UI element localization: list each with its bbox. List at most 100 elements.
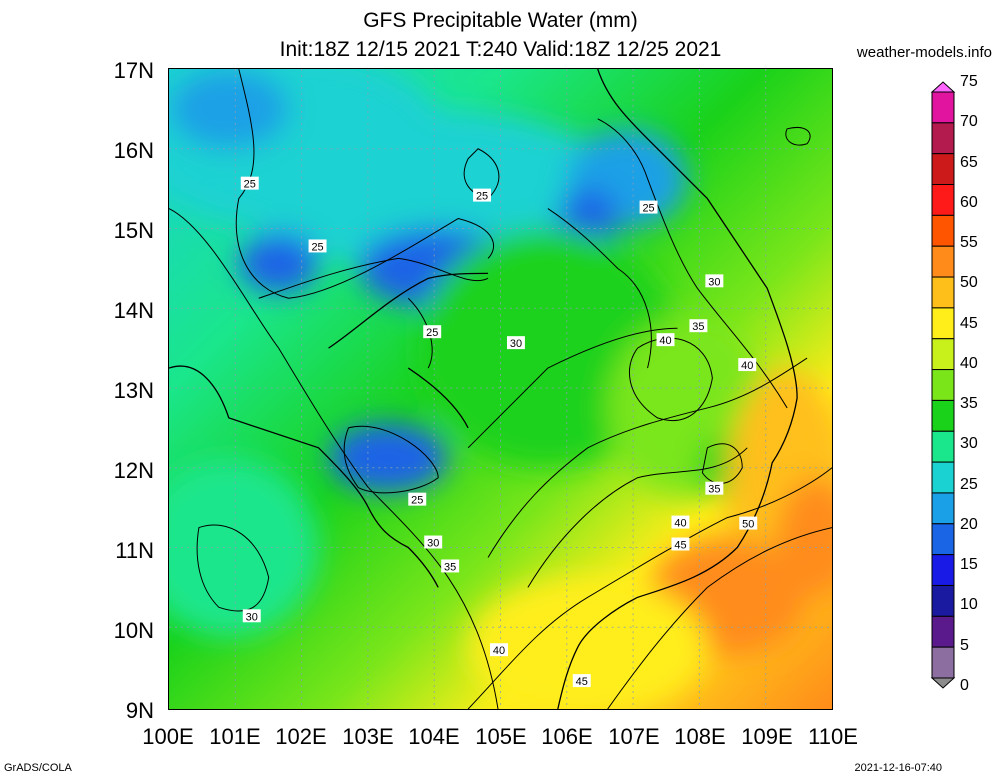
colorbar-swatch (931, 307, 955, 340)
svg-text:25: 25 (642, 203, 654, 215)
svg-text:25: 25 (244, 179, 256, 191)
contour-label: 25 (408, 492, 427, 507)
lon-label: 103E (342, 724, 394, 749)
contour-label: 50 (739, 516, 758, 531)
colorbar-swatch (931, 153, 955, 186)
lat-label: 14N (113, 298, 154, 323)
contour-label: 35 (441, 559, 460, 573)
lon-label: 106E (541, 724, 593, 749)
colorbar-top-arrow (930, 81, 956, 93)
map-subtitle: Init:18Z 12/15 2021 T:240 Valid:18Z 12/2… (279, 38, 722, 61)
lat-label: 13N (113, 378, 154, 403)
colorbar-label: 20 (960, 515, 978, 533)
footer-credit: GrADS/COLA (4, 762, 72, 774)
lon-label: 104E (408, 724, 460, 749)
precipitable-water-map: 25 25 25 25 25 25 30 30 30 30 35 35 35 4… (168, 68, 833, 710)
colorbar-label: 45 (960, 314, 978, 332)
contour-label: 35 (689, 319, 708, 333)
site-label: weather-models.info (856, 44, 992, 61)
contour-label: 40 (671, 515, 690, 530)
contour-label-group: 25 25 25 25 25 25 30 30 30 30 35 35 35 4… (240, 176, 758, 688)
lon-label: 105E (475, 724, 527, 749)
colorbar-swatch (931, 122, 955, 155)
colorbar-label: 5 (960, 636, 969, 654)
contour-label: 25 (639, 200, 658, 215)
contour-label: 25 (473, 188, 492, 203)
colorbar-label: 25 (960, 475, 978, 493)
contour-label: 25 (308, 239, 327, 253)
colorbar-label: 65 (960, 153, 978, 171)
contour-label: 45 (671, 537, 690, 552)
svg-text:35: 35 (708, 484, 720, 496)
colorbar-label: 30 (960, 435, 978, 453)
contour-label: 35 (705, 481, 724, 496)
moisture-field (169, 69, 832, 709)
lon-label: 108E (674, 724, 726, 749)
svg-text:40: 40 (493, 645, 505, 657)
colorbar-swatch (931, 338, 955, 371)
svg-text:40: 40 (659, 335, 671, 347)
colorbar-swatch (931, 554, 955, 586)
contour-lines (169, 69, 832, 709)
lat-label: 11N (115, 538, 154, 563)
footer-timestamp: 2021-12-16-07:40 (854, 762, 942, 774)
contour-label: 25 (240, 176, 259, 191)
colorbar-swatch (931, 91, 955, 124)
contour-label: 45 (572, 674, 591, 688)
colorbar-swatch (931, 523, 955, 556)
svg-text:35: 35 (692, 321, 704, 333)
svg-text:25: 25 (476, 191, 488, 203)
colorbar-swatch (931, 369, 955, 401)
contour-label: 30 (506, 336, 525, 350)
svg-text:30: 30 (510, 338, 522, 350)
coastline (169, 69, 798, 709)
lon-label: 107E (608, 724, 660, 749)
svg-text:30: 30 (708, 276, 720, 288)
colorbar-swatch (931, 276, 955, 309)
colorbar-swatch (931, 461, 955, 494)
contour-label: 30 (424, 535, 443, 550)
contour-label: 40 (490, 643, 508, 657)
lat-label: 10N (113, 618, 154, 643)
colorbar-label: 75 (960, 73, 978, 90)
lat-label: 9N (125, 698, 154, 723)
colorbar-label: 10 (960, 596, 978, 614)
colorbar-label: 55 (960, 234, 978, 252)
svg-text:45: 45 (576, 676, 588, 688)
lon-label: 110E (808, 724, 858, 749)
svg-text:40: 40 (741, 360, 753, 372)
lon-label: 102E (275, 724, 327, 749)
svg-text:30: 30 (427, 538, 439, 550)
colorbar-label: 70 (960, 113, 978, 131)
colorbar-swatch (931, 646, 955, 679)
colorbar-label: 15 (960, 556, 978, 574)
colorbar-swatch (931, 184, 955, 216)
lat-label: 15N (113, 218, 154, 243)
contour-label: 40 (656, 333, 675, 347)
lat-label: 16N (113, 138, 154, 163)
contour-label: 30 (242, 609, 261, 623)
svg-text:40: 40 (674, 518, 686, 530)
lat-lon-grid (169, 69, 832, 709)
lat-label: 12N (113, 458, 154, 483)
contour-label: 25 (423, 325, 442, 339)
colorbar-swatch (931, 492, 955, 525)
colorbar-swatch (931, 584, 955, 617)
svg-text:30: 30 (246, 611, 258, 623)
colorbar-swatch (931, 430, 955, 463)
map-title: GFS Precipitable Water (mm) (363, 9, 638, 32)
svg-text:25: 25 (411, 495, 423, 507)
colorbar-label: 40 (960, 354, 978, 372)
colorbar-swatch (931, 214, 955, 247)
svg-text:35: 35 (444, 561, 456, 573)
svg-text:50: 50 (742, 519, 754, 531)
contour-label: 40 (738, 358, 757, 372)
colorbar-swatch (931, 615, 955, 648)
colorbar-label: 35 (960, 395, 978, 413)
colorbar (930, 81, 956, 689)
lon-label: 101E (209, 724, 261, 749)
svg-text:45: 45 (674, 540, 686, 552)
colorbar-bottom-arrow (930, 677, 956, 689)
colorbar-swatch (931, 245, 955, 278)
colorbar-label: 60 (960, 193, 978, 211)
